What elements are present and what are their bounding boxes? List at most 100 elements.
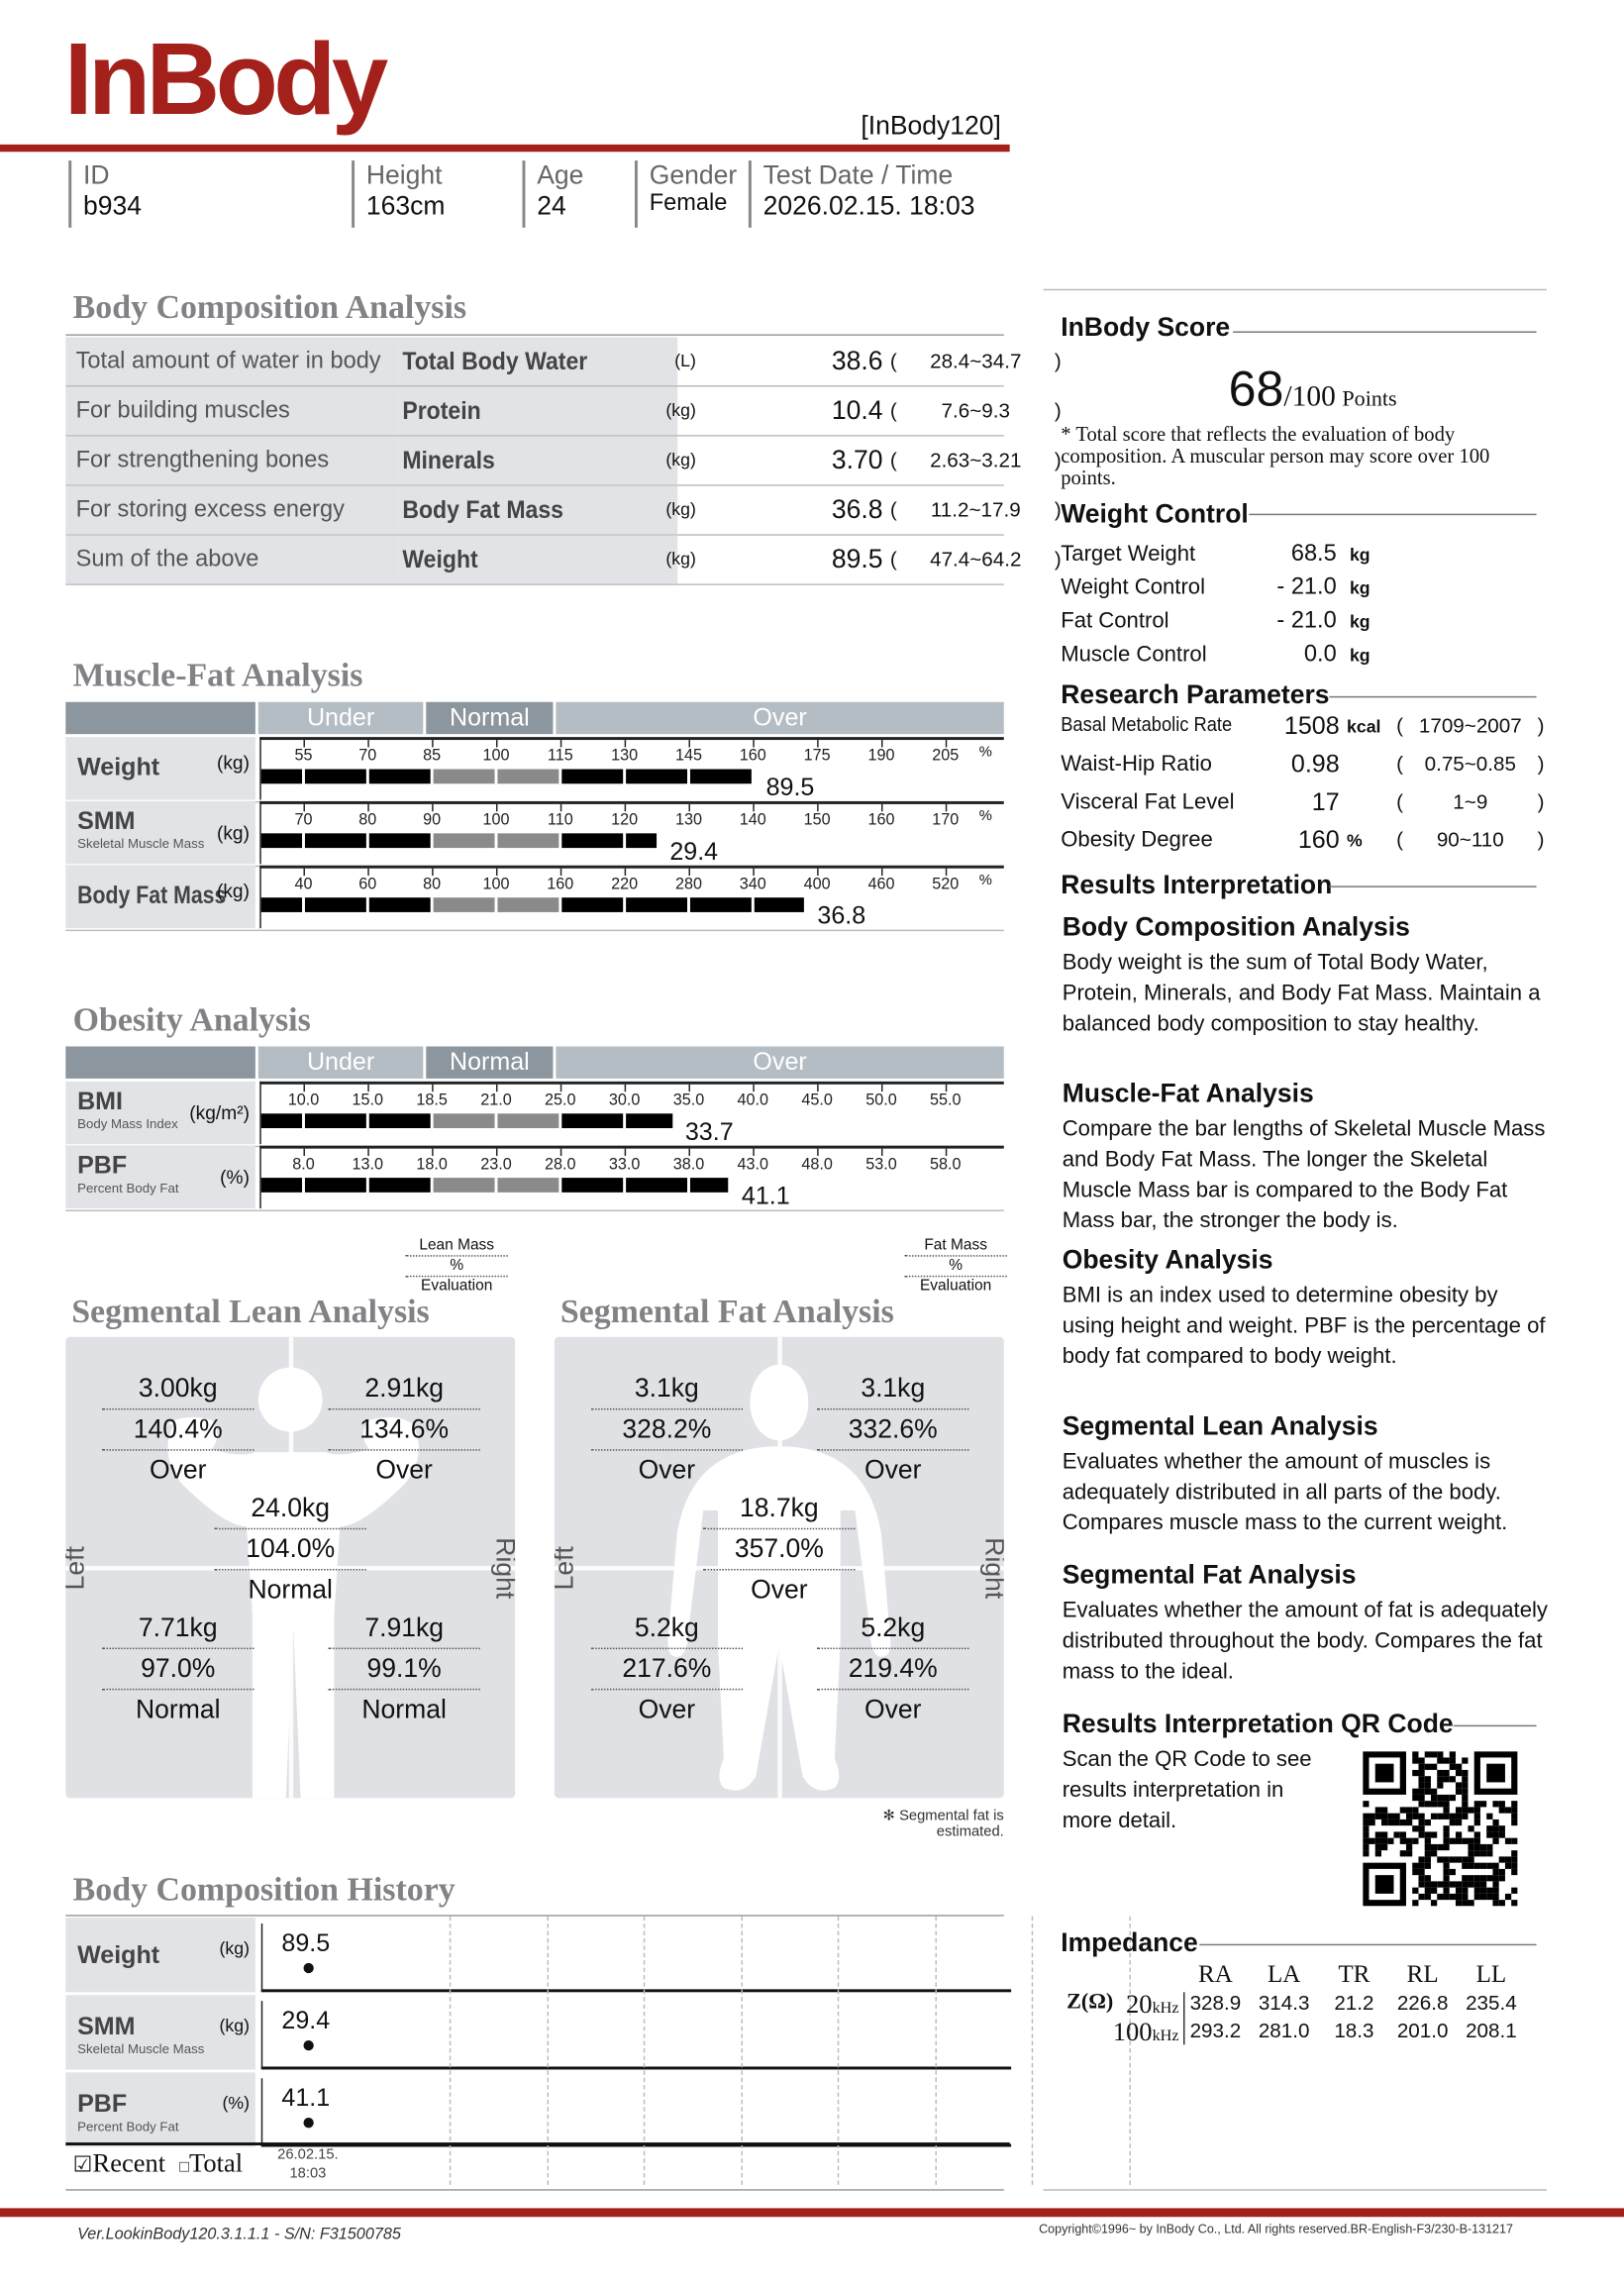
series-name: BMI	[77, 1087, 124, 1115]
history-name: SMM	[77, 2012, 136, 2040]
qr-code[interactable]	[1363, 1751, 1518, 1907]
tick-mark	[303, 1148, 305, 1157]
history-total-toggle[interactable]: □Total	[179, 2148, 243, 2179]
paren-open: (	[889, 448, 897, 471]
history-recent-toggle[interactable]: ☑Recent	[73, 2148, 165, 2179]
bca-value: 36.8	[831, 494, 883, 524]
segment-left-leg: 5.2kg 217.6% Over	[590, 1609, 744, 1729]
bca-value: 3.70	[831, 445, 883, 474]
recent-label: Recent	[92, 2147, 166, 2178]
copyright-text: Copyright©1996~ by InBody Co., Ltd. All …	[1039, 2221, 1513, 2236]
interpretation-text: Evaluates whether the amount of muscles …	[1062, 1449, 1508, 1536]
tick-mark	[495, 803, 498, 812]
research-label: Waist-Hip Ratio	[1061, 751, 1212, 777]
segment-evaluation: Over	[150, 1455, 207, 1485]
weight-control-label: Fat Control	[1061, 608, 1169, 634]
weight-control-value: 68.5	[1290, 541, 1337, 567]
bar-segment	[561, 1178, 624, 1193]
paren-open: (	[889, 349, 897, 372]
weight-control-value: - 21.0	[1276, 608, 1337, 634]
bar-segment	[497, 833, 559, 849]
tick-mark	[624, 803, 627, 812]
tick-mark	[945, 1084, 948, 1092]
history-value: 41.1	[281, 2084, 331, 2113]
history-unit: (kg)	[219, 2015, 250, 2036]
tick-mark	[432, 1084, 434, 1092]
tick-mark	[753, 1148, 755, 1157]
bar-segment	[260, 1113, 303, 1129]
paren-open: (	[889, 398, 897, 422]
tick-label: 18.0	[416, 1156, 448, 1174]
history-subtitle: Percent Body Fat	[77, 2119, 179, 2134]
research-label: Obesity Degree	[1061, 827, 1213, 853]
history-value: 89.5	[281, 1928, 331, 1957]
tick-label: 45.0	[801, 1092, 833, 1109]
bar-segment	[368, 1113, 431, 1129]
divider	[65, 334, 1004, 336]
bca-range-value: 7.6~9.3	[941, 398, 1010, 422]
tick-mark	[559, 868, 562, 877]
legend-item: %	[904, 1257, 1007, 1278]
tick-mark	[559, 740, 562, 748]
bar-scale: 8.0 13.0 18.0 23.0 28.0 33.0 38.0 43.0 48.0 53.0 5…	[259, 1145, 1004, 1210]
segment-percent: 104.0%	[214, 1529, 366, 1571]
bca-range-value: 28.4~34.7	[930, 349, 1022, 372]
tick-label: 8.0	[292, 1156, 315, 1174]
bar-segment	[304, 833, 366, 849]
bar-segment	[497, 897, 559, 912]
bar-segment	[626, 1113, 672, 1129]
bar-segment	[561, 897, 624, 912]
segment-left-arm: 3.1kg 328.2% Over	[590, 1369, 744, 1490]
height-value: 163cm	[365, 191, 446, 221]
qr-text: Scan the QR Code to see results interpre…	[1062, 1746, 1312, 1833]
bca-description: For storing excess energy	[65, 485, 399, 535]
tick-mark	[945, 1148, 948, 1157]
research-value: 160	[1297, 825, 1340, 854]
impedance-column-header: RA	[1198, 1959, 1233, 1988]
tick-label: 120	[611, 811, 639, 829]
interpretation-heading: Segmental Lean Analysis	[1062, 1410, 1378, 1441]
paren-close: )	[1537, 713, 1545, 738]
bca-value: 10.4	[831, 395, 883, 425]
tick-mark	[688, 803, 690, 812]
recent-checkbox-checked-icon[interactable]: ☑	[72, 2153, 93, 2178]
tick-mark	[559, 803, 562, 812]
tick-label: 460	[867, 876, 895, 893]
bar-segment	[368, 833, 431, 849]
bca-range: (28.4~34.7)	[890, 337, 1066, 385]
tick-mark	[303, 1084, 305, 1092]
series-subtitle: Skeletal Muscle Mass	[77, 836, 205, 852]
total-checkbox-icon[interactable]: □	[179, 2158, 190, 2176]
impedance-value: 293.2	[1189, 2018, 1242, 2042]
tick-mark	[688, 740, 690, 748]
tick-label: 53.0	[865, 1156, 897, 1174]
tick-label: 58.0	[930, 1156, 962, 1174]
tick-label: 15.0	[352, 1092, 384, 1109]
segmental-lean-panel: Left Right 3.00kg 140.4% Over 2.91kg 134.6% Ove…	[65, 1336, 516, 1799]
history-name: PBF	[77, 2090, 128, 2119]
segment-evaluation: Over	[638, 1694, 696, 1724]
tick-mark	[432, 740, 434, 748]
horizontal-divider	[554, 1566, 1004, 1571]
age-value: 24	[537, 191, 566, 221]
bca-row: Total amount of water in body Total Body …	[65, 337, 1062, 387]
tick-mark	[559, 1084, 562, 1092]
row-divider	[65, 929, 1004, 932]
divider	[65, 1915, 1004, 1917]
research-range-value: 90~110	[1436, 827, 1504, 852]
tick-label: 145	[674, 747, 703, 766]
interpretation-title: Results Interpretation	[1061, 870, 1333, 899]
tick-mark	[367, 803, 369, 812]
segmental-fat-note: ✻ Segmental fat is estimated.	[882, 1808, 1004, 1841]
history-gridline	[643, 1916, 646, 2185]
history-date-day: 26.02.15.	[277, 2146, 339, 2163]
bar-segment	[497, 769, 559, 784]
bar-segment	[368, 1178, 431, 1193]
tick-label: 80	[423, 876, 442, 893]
history-name: Weight	[77, 1940, 160, 1969]
research-range-value: 1~9	[1453, 789, 1488, 813]
paren-close: )	[1054, 349, 1062, 372]
percent-unit: %	[978, 873, 992, 889]
date-value: 2026.02.15. 18:03	[762, 191, 975, 221]
tick-label: 175	[803, 747, 831, 766]
